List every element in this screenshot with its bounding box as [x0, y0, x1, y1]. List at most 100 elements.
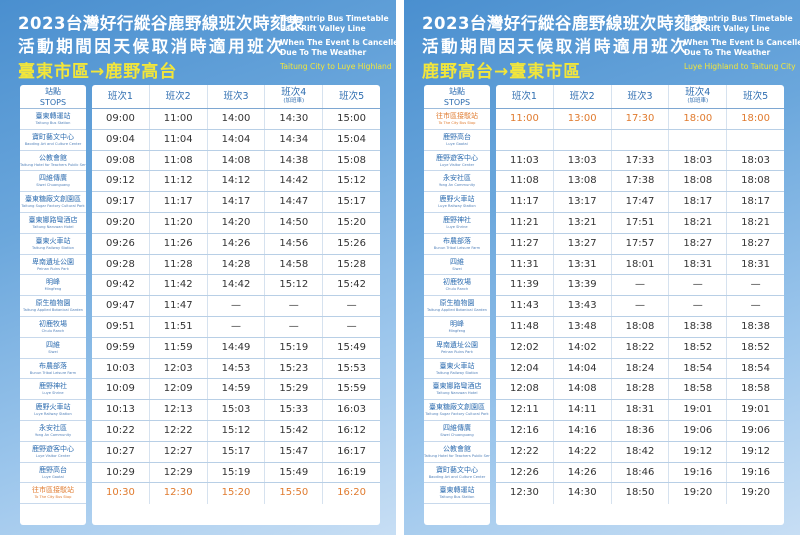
- stop-name-zh: 臺東轉運站: [439, 486, 475, 495]
- time-cell: 11:47: [150, 296, 208, 316]
- stop-name-zh: 公教會館: [443, 444, 471, 453]
- stop-name-en: Peinan Ruins Park: [37, 266, 69, 271]
- table-row: 09:00 11:00 14:00 14:30 15:00: [92, 109, 380, 130]
- stop-name-en: Siwei Chuanguang: [36, 183, 70, 188]
- time-cell: 15:33: [265, 400, 324, 420]
- stop-item: 寶町藝文中心 Baoding Art and Culture Center: [424, 463, 490, 484]
- time-cell: 11:51: [150, 316, 208, 337]
- stop-item: 鹿野遊客中心 Luye Visitor Center: [424, 151, 490, 172]
- stop-name-zh: 永安社區: [443, 174, 471, 183]
- column-header: 班次4 (加班車): [669, 85, 728, 108]
- time-cell: 09:00: [92, 109, 150, 129]
- time-cell: 09:42: [92, 275, 150, 296]
- stop-name-zh: 鹿野神社: [39, 382, 67, 391]
- time-cell: —: [669, 275, 728, 296]
- stop-name-en: Yong An Community: [438, 183, 476, 188]
- stop-name-en: Mingfeng: [448, 328, 466, 333]
- time-cell: —: [208, 316, 266, 337]
- table-row: 12:11 14:11 18:31 19:01 19:01: [496, 400, 784, 421]
- stop-name-en: Luye Visitor Center: [439, 162, 475, 167]
- time-cell: 13:43: [554, 296, 612, 316]
- time-cell: 16:03: [337, 404, 366, 416]
- time-cell: 15:42: [337, 279, 366, 291]
- time-cell: 16:20: [337, 487, 366, 499]
- stop-name-en: Mingfeng: [44, 287, 62, 292]
- stop-item: 原生植物園 Taitung Applied Botanical Garden: [20, 296, 86, 317]
- stop-name-zh: 明峰: [46, 278, 60, 287]
- stop-name-zh: 臺東轉運站: [35, 112, 71, 120]
- time-cell: 12:04: [496, 358, 554, 379]
- time-cell: 11:42: [150, 275, 208, 296]
- time-cell: 18:03: [669, 150, 728, 171]
- time-cell: 11:08: [150, 150, 208, 171]
- stop-name-zh: 原生植物園: [35, 299, 71, 308]
- time-cell: 18:17: [669, 192, 728, 212]
- stop-name-en: Taitung Naruwan Hotel: [436, 391, 478, 396]
- time-cell: 18:36: [612, 420, 670, 441]
- time-cell: 09:04: [92, 129, 150, 150]
- stop-name-zh: 鹿野遊客中心: [32, 444, 74, 453]
- time-cell: 12:22: [496, 441, 554, 462]
- stop-name-en: Taitung Hotel for Teachers Public Servan…: [424, 453, 490, 458]
- time-cell: 13:21: [554, 212, 612, 233]
- time-cell: 11:59: [150, 337, 208, 358]
- time-cell: 15:12: [265, 275, 324, 296]
- route-title: 臺東市區→鹿野高台: [18, 62, 178, 82]
- time-cell: 19:12: [741, 445, 770, 457]
- stop-item: 臺東糖廠文創園區 Taitung Sugar Factory Cultural P…: [424, 400, 490, 421]
- time-cell: 14:20: [208, 212, 266, 233]
- time-cell: 11:31: [496, 254, 554, 275]
- time-cell: 19:01: [669, 400, 728, 420]
- stop-item: 卑南遺址公園 Peinan Ruins Park: [20, 255, 86, 276]
- time-cell: —: [612, 296, 670, 316]
- title-line2: 活動期間因天候取消時適用班次: [18, 37, 286, 56]
- time-cell: [669, 129, 728, 150]
- time-cell: 19:12: [669, 441, 728, 462]
- column-header: 班次1: [496, 85, 554, 108]
- column-label: 班次3: [223, 91, 249, 102]
- time-cell: 14:08: [554, 379, 612, 400]
- stop-item: 鹿野高台 Luye Gaotai: [20, 463, 86, 484]
- time-cell: —: [669, 296, 728, 316]
- time-cell: 14:26: [208, 233, 266, 254]
- column-header: 班次2: [554, 85, 612, 108]
- timetable-panel-outbound: 2023台灣好行縱谷鹿野線班次時刻表 活動期間因天候取消時適用班次 臺東市區→鹿…: [0, 0, 396, 535]
- time-cell: 14:22: [554, 441, 612, 462]
- time-cell: 11:48: [496, 316, 554, 337]
- time-cell: 14:02: [554, 337, 612, 358]
- time-cell: —: [346, 320, 357, 332]
- time-cell: 16:17: [337, 445, 366, 457]
- stop-item: 臺東轉運站 Taitung Bus Station: [424, 483, 490, 505]
- time-cell: 11:03: [496, 150, 554, 171]
- table-row: 09:47 11:47— — —: [92, 296, 380, 317]
- time-cell: [612, 129, 670, 150]
- stop-item: 鹿野高台 Luye Gaotai: [424, 130, 490, 151]
- stop-item: 永安社區 Yong An Community: [20, 421, 86, 442]
- time-cell: 18:22: [612, 337, 670, 358]
- table-row: 10:13 12:13 15:03 15:33 16:03: [92, 400, 380, 421]
- english-subtitle: When The Event Is Cancelled Due To The We…: [280, 38, 396, 57]
- time-cell: 09:26: [92, 233, 150, 254]
- column-header: 班次1: [92, 85, 150, 108]
- time-cell: —: [612, 275, 670, 296]
- english-route: Luye Highland to Taitung City: [684, 62, 796, 71]
- table-row: 11:31 13:31 18:01 18:31 18:31: [496, 254, 784, 276]
- time-cell: 15:29: [265, 379, 324, 400]
- stop-item: 公教會館 Taitung Hotel for Teachers Public Se…: [20, 151, 86, 172]
- time-cell: 11:00: [496, 109, 554, 129]
- stop-item: 公教會館 Taitung Hotel for Teachers Public Se…: [424, 442, 490, 463]
- time-cell: 15:04: [337, 133, 366, 145]
- time-cell: 18:54: [741, 362, 770, 374]
- column-header: 班次4 (加班車): [265, 85, 324, 108]
- time-cell: 14:50: [265, 212, 324, 233]
- time-cell: 18:08: [612, 316, 670, 337]
- stop-name-zh: 公教會館: [39, 153, 67, 162]
- time-cell: 15:50: [265, 483, 324, 505]
- table-row: 09:17 11:17 14:17 14:47 15:17: [92, 192, 380, 213]
- table-row: 09:28 11:28 14:28 14:58 15:28: [92, 254, 380, 276]
- time-cell: [554, 129, 612, 150]
- time-cell: 14:30: [265, 109, 324, 129]
- time-cell: 11:04: [150, 129, 208, 150]
- time-cell: 18:42: [612, 441, 670, 462]
- stop-item: 臺東轉運站 Taitung Bus Station: [20, 109, 86, 130]
